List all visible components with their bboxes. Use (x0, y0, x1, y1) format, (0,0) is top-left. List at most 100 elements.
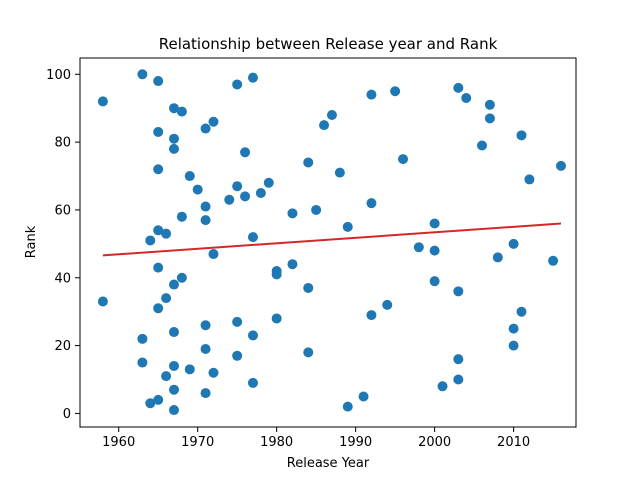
data-point-89 (508, 323, 519, 334)
data-point-20 (168, 279, 179, 290)
x-tick-label-1990: 1990 (339, 435, 372, 450)
data-point-8 (153, 126, 164, 137)
data-point-49 (247, 330, 258, 341)
data-point-4 (137, 357, 148, 368)
data-point-90 (508, 340, 519, 351)
data-point-92 (516, 306, 527, 317)
data-point-55 (271, 313, 282, 324)
data-point-63 (326, 109, 337, 120)
data-point-31 (200, 123, 211, 134)
data-point-11 (153, 262, 164, 273)
data-point-52 (263, 177, 274, 188)
data-point-15 (161, 293, 172, 304)
data-point-2 (137, 69, 148, 80)
data-point-62 (319, 120, 330, 131)
x-tick-label-1960: 1960 (102, 435, 135, 450)
data-point-26 (176, 211, 187, 222)
data-point-27 (176, 272, 187, 283)
data-point-68 (366, 89, 377, 100)
data-point-42 (232, 181, 243, 192)
plot-frame (79, 57, 577, 428)
data-point-80 (453, 286, 464, 297)
data-point-72 (390, 86, 401, 97)
data-point-86 (484, 113, 495, 124)
y-axis: 0 20 40 60 80 100 (46, 68, 80, 422)
data-point-19 (168, 143, 179, 154)
data-point-94 (548, 255, 559, 266)
data-point-48 (247, 232, 258, 243)
data-point-45 (240, 147, 251, 158)
y-axis-label: Rank (24, 225, 39, 258)
data-point-24 (168, 405, 179, 416)
x-tick-label-1980: 1980 (260, 435, 293, 450)
data-point-37 (208, 116, 219, 127)
data-point-51 (255, 187, 266, 198)
data-point-69 (366, 198, 377, 209)
y-tick-label-60: 60 (54, 203, 71, 218)
y-tick-label-100: 100 (46, 68, 71, 83)
data-point-58 (303, 157, 314, 168)
data-point-28 (184, 171, 195, 182)
data-point-50 (247, 377, 258, 388)
data-point-67 (358, 391, 369, 402)
data-point-33 (200, 215, 211, 226)
data-point-30 (192, 184, 203, 195)
data-point-43 (232, 316, 243, 327)
x-tick-label-2000: 2000 (418, 435, 451, 450)
data-point-82 (453, 374, 464, 385)
y-tick-label-40: 40 (54, 271, 71, 286)
data-point-21 (168, 327, 179, 338)
data-point-47 (247, 72, 258, 83)
data-point-87 (492, 252, 503, 263)
data-point-46 (240, 191, 251, 202)
trend-line-group (102, 222, 562, 257)
data-point-34 (200, 320, 211, 331)
data-point-10 (153, 225, 164, 236)
data-point-35 (200, 343, 211, 354)
chart-title: Relationship between Release year and Ra… (159, 35, 498, 53)
data-point-18 (168, 133, 179, 144)
x-axis: 1960 1970 1980 1990 2000 2010 (102, 427, 530, 450)
data-point-84 (477, 140, 488, 151)
data-point-1 (97, 296, 108, 307)
data-point-36 (200, 388, 211, 399)
data-point-73 (398, 154, 409, 165)
data-point-40 (224, 194, 235, 205)
data-point-44 (232, 350, 243, 361)
data-point-57 (287, 259, 298, 270)
data-point-77 (429, 276, 440, 287)
data-point-41 (232, 79, 243, 90)
data-point-5 (145, 235, 156, 246)
data-point-9 (153, 164, 164, 175)
data-point-14 (161, 228, 172, 239)
data-point-66 (342, 401, 353, 412)
data-point-71 (382, 299, 393, 310)
data-point-83 (461, 93, 472, 104)
data-point-22 (168, 360, 179, 371)
data-point-85 (484, 99, 495, 110)
x-tick-label-2010: 2010 (497, 435, 530, 450)
data-point-64 (334, 167, 345, 178)
data-point-65 (342, 221, 353, 232)
data-point-0 (97, 96, 108, 107)
data-point-81 (453, 354, 464, 365)
x-tick-label-1970: 1970 (181, 435, 214, 450)
data-point-3 (137, 333, 148, 344)
data-point-95 (555, 160, 566, 171)
data-marks (97, 69, 566, 416)
data-point-91 (516, 130, 527, 141)
data-point-12 (153, 303, 164, 314)
y-tick-label-80: 80 (54, 136, 71, 151)
trend-line (102, 222, 562, 257)
data-point-32 (200, 201, 211, 212)
data-point-60 (303, 347, 314, 358)
data-point-75 (429, 218, 440, 229)
data-point-29 (184, 364, 195, 375)
data-point-39 (208, 367, 219, 378)
data-point-16 (161, 371, 172, 382)
data-point-6 (145, 398, 156, 409)
data-point-56 (287, 208, 298, 219)
data-point-7 (153, 76, 164, 87)
y-tick-label-20: 20 (54, 339, 71, 354)
